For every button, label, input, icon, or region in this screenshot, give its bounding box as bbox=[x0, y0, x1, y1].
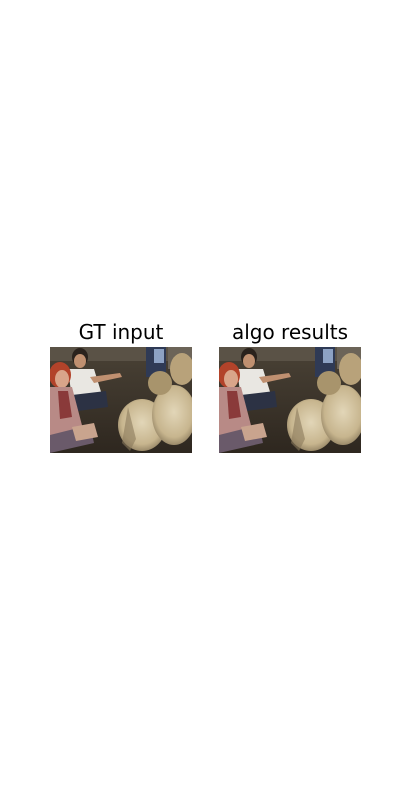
gt-input-title: GT input bbox=[78, 320, 164, 344]
algo-results-title: algo results bbox=[231, 320, 349, 344]
algo-results-photo bbox=[219, 347, 361, 453]
gt-input-photo bbox=[50, 347, 192, 453]
